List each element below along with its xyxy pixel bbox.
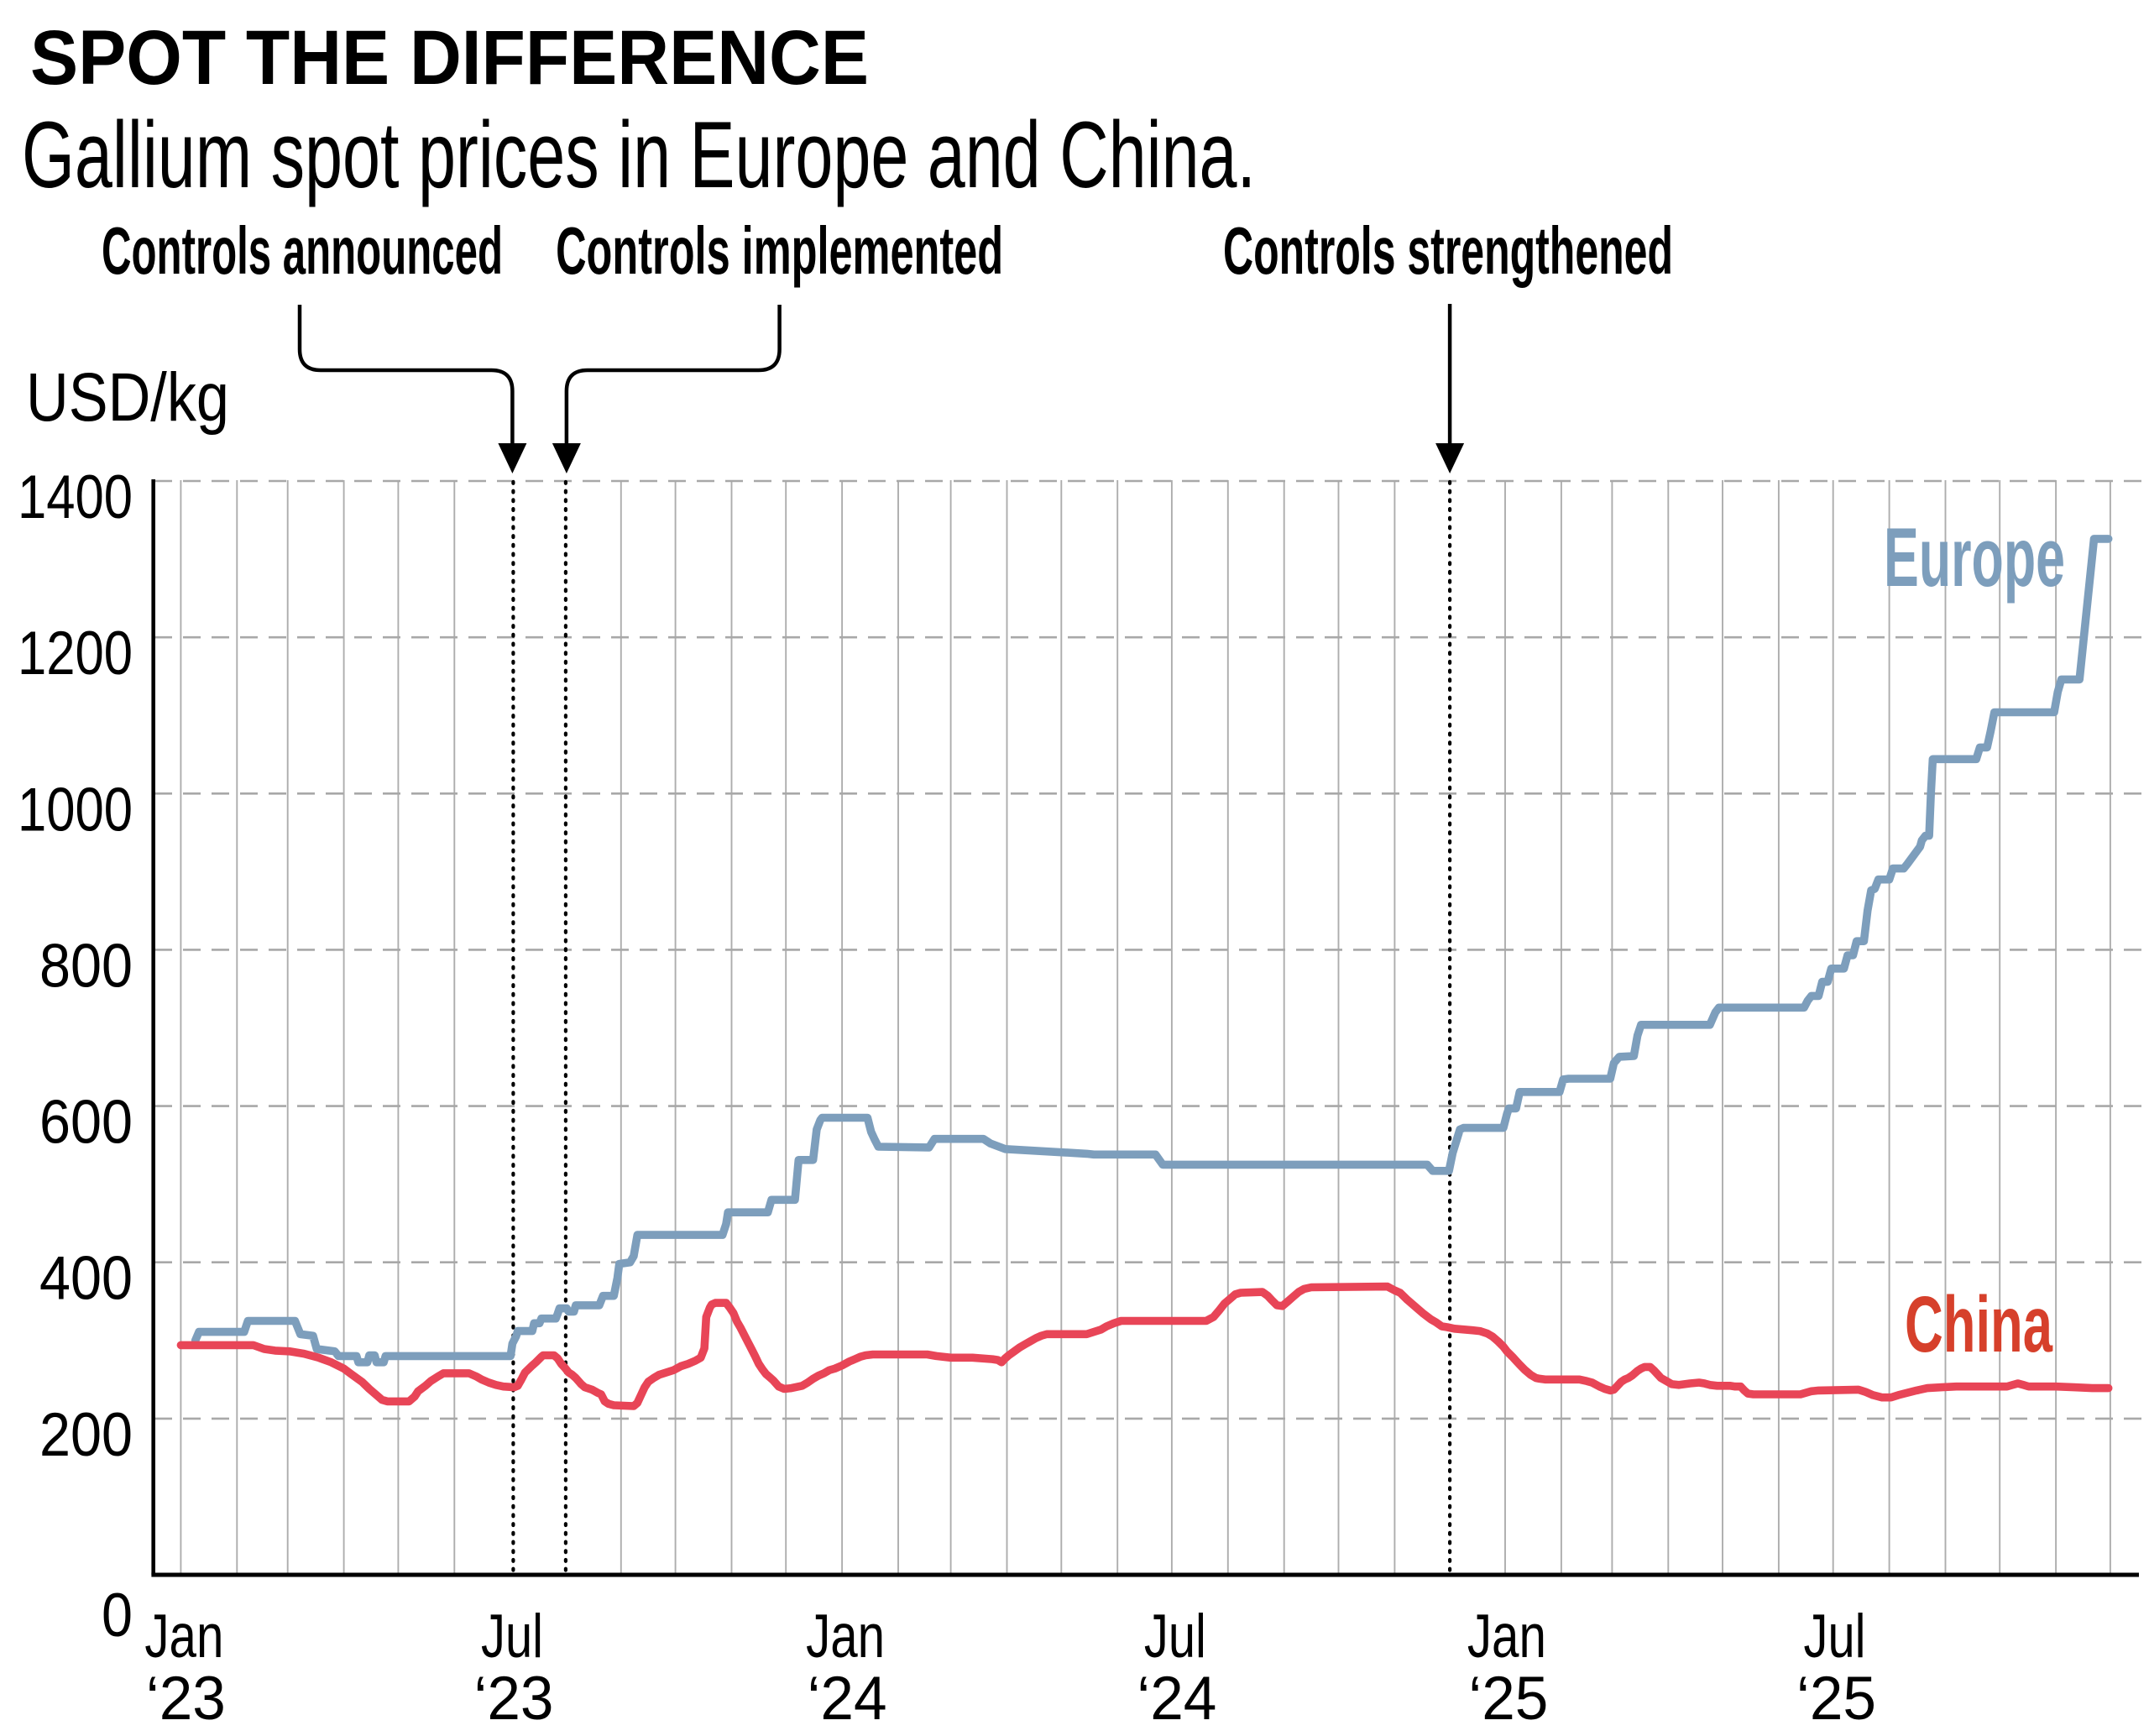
svg-text:‘23: ‘23: [474, 1665, 554, 1733]
svg-text:‘24: ‘24: [808, 1665, 887, 1733]
svg-text:1400: 1400: [18, 463, 133, 531]
svg-text:Jul: Jul: [481, 1603, 543, 1671]
svg-text:China: China: [1905, 1280, 2053, 1369]
svg-text:Jan: Jan: [1467, 1603, 1546, 1671]
svg-text:‘25: ‘25: [1468, 1665, 1548, 1733]
svg-text:200: 200: [39, 1401, 133, 1469]
svg-text:‘23: ‘23: [146, 1665, 226, 1733]
svg-text:Controls strengthened: Controls strengthened: [1223, 213, 1673, 288]
svg-text:1000: 1000: [18, 776, 133, 844]
svg-text:‘25: ‘25: [1796, 1665, 1876, 1733]
svg-text:Jan: Jan: [144, 1603, 223, 1671]
svg-text:Controls implemented: Controls implemented: [556, 213, 1003, 288]
svg-text:1200: 1200: [18, 620, 133, 688]
svg-text:Jul: Jul: [1144, 1603, 1206, 1671]
svg-text:‘24: ‘24: [1137, 1665, 1216, 1733]
svg-text:800: 800: [39, 932, 133, 1000]
svg-text:Controls announced: Controls announced: [102, 213, 503, 288]
svg-text:600: 600: [39, 1089, 133, 1157]
svg-text:Jul: Jul: [1804, 1603, 1866, 1671]
svg-text:USD/kg: USD/kg: [26, 359, 229, 436]
svg-text:400: 400: [39, 1245, 133, 1313]
svg-text:0: 0: [102, 1582, 133, 1650]
svg-text:Europe: Europe: [1884, 510, 2065, 604]
svg-text:Gallium spot prices in Europe: Gallium spot prices in Europe and China.: [22, 102, 1256, 207]
svg-text:SPOT THE DIFFERENCE: SPOT THE DIFFERENCE: [30, 15, 869, 101]
svg-text:Jan: Jan: [806, 1603, 885, 1671]
